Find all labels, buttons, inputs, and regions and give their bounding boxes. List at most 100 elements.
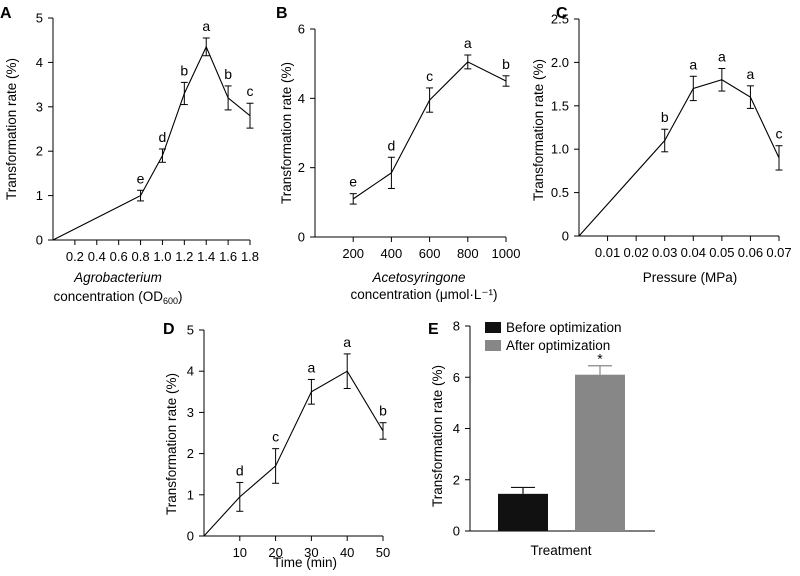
panel-e-legend-label: After optimization [506,338,610,353]
panel-a-x-tick-label: 0.2 [66,249,84,264]
panel-d-significance-letter: b [379,403,387,419]
panel-a-chart: A Transformation rate (%) Agrobacterium … [0,5,259,306]
panel-c-x-tick-label: 0.01 [595,245,620,260]
panel-a-x-tick-label: 1.0 [153,249,171,264]
panel-a-y-tick-label: 2 [36,144,43,159]
panel-d-y-tick-label: 1 [187,487,194,502]
panel-a-xlabel-line2: concentration (OD600) [53,289,182,306]
panel-c-xlabel: Pressure (MPa) [643,270,738,285]
panel-a-x-tick-label: 0.8 [132,249,150,264]
panel-c-letter: C [556,5,568,22]
panel-a-x-tick-label: 0.4 [88,249,106,264]
panel-a-xlabel-prefix: concentration (OD [53,289,163,304]
panel-e-y-tick-label: 2 [453,472,460,487]
panel-e-y-tick-label: 8 [453,319,460,334]
panel-c-significance-letter: b [661,109,669,125]
panel-d-x-tick-label: 50 [376,545,390,560]
panel-a-xlabel: Agrobacterium [73,270,162,285]
panel-d-y-tick-label: 5 [187,323,194,338]
panel-a-y-tick-label: 1 [36,188,43,203]
panel-c-y-tick-label: 1.0 [551,142,569,157]
panel-a-x-tick-label: 1.4 [197,249,215,264]
panel-d-ylabel: Transformation rate (%) [164,373,179,515]
panel-c-chart: C Transformation rate (%) Pressure (MPa)… [531,5,792,285]
panel-d-x-tick-label: 20 [268,545,282,560]
panel-c-significance-letter: a [718,48,726,64]
panel-c-ylabel: Transformation rate (%) [531,59,546,201]
panel-c-y-tick-label: 0.5 [551,185,569,200]
panel-b-significance-letter: c [426,68,433,84]
panel-c-significance-letter: a [747,66,755,82]
panel-b-y-tick-label: 0 [298,230,305,245]
panel-c-x-tick-label: 0.02 [623,245,648,260]
panel-d-x-tick-label: 10 [233,545,247,560]
panel-d-y-tick-label: 3 [187,405,194,420]
panel-b-xlabel: Acetosyringone [371,270,465,285]
panel-a-x-tick-label: 1.8 [241,249,259,264]
panel-a-y-tick-label: 5 [36,11,43,26]
panel-e-legend-swatch [485,340,501,351]
panel-e-y-tick-label: 0 [453,524,460,539]
panel-c-y-tick-label: 1.5 [551,98,569,113]
panel-d-xlabel: Time (min) [273,555,337,570]
panel-c-significance-letter: c [776,126,783,142]
panel-a-significance-letter: b [180,62,188,78]
panel-e-significance-asterisk: * [597,351,603,367]
panel-b-significance-letter: b [502,56,510,72]
panel-e-y-tick-label: 4 [453,421,460,436]
panel-b-significance-letter: d [388,137,396,153]
panel-d-y-tick-label: 0 [187,529,194,544]
panel-d-y-tick-label: 4 [187,364,194,379]
panel-e-legend-label: Before optimization [506,320,622,335]
panel-a-x-tick-label: 0.6 [110,249,128,264]
panel-b-x-tick-label: 800 [457,246,479,261]
panel-c-x-tick-label: 0.06 [738,245,763,260]
panel-b-x-tick-label: 200 [342,246,364,261]
panel-a-significance-letter: e [137,170,145,186]
panel-c-series-line [578,79,780,237]
panel-d-letter: D [163,321,175,338]
panel-a-y-tick-label: 3 [36,99,43,114]
panel-a-significance-letter: c [247,83,254,99]
panel-e-ylabel: Transformation rate (%) [430,365,445,507]
panel-c-y-tick-label: 0 [562,229,569,244]
panel-d-significance-letter: c [272,429,279,445]
panel-d-chart: D Transformation rate (%) Time (min) 0 1 2… [163,321,390,570]
panel-b-x-tick-label: 600 [419,246,441,261]
panel-a-xlabel-suffix: ) [178,289,183,304]
panel-b-x-tick-label: 400 [381,246,403,261]
panel-d-y-tick-label: 2 [187,446,194,461]
panel-a-significance-letter: a [202,18,210,34]
panel-d-significance-letter: a [308,359,316,375]
panel-e-chart: E Transformation rate (%) Treatment 0 2 4 6… [428,319,655,558]
panel-c-x-tick-label: 0.05 [709,245,734,260]
panel-b-significance-letter: e [349,174,357,190]
panel-a-xlabel-subscript: 600 [163,296,178,306]
panel-c-x-tick-label: 0.03 [652,245,677,260]
panel-a-y-tick-label: 4 [36,55,43,70]
panel-c-y-tick-label: 2.5 [551,12,569,27]
panel-a-series-line [52,45,251,241]
panel-e-xlabel: Treatment [530,543,591,558]
panel-a-significance-letter: d [159,129,167,145]
panel-a-significance-letter: b [224,66,232,82]
panel-d-x-tick-label: 30 [304,545,318,560]
panel-c-significance-letter: a [689,56,697,72]
panel-a-x-tick-label: 1.2 [175,249,193,264]
panel-a-letter: A [0,5,12,22]
panel-b-ylabel: Transformation rate (%) [279,62,294,204]
panel-a-ylabel: Transformation rate (%) [4,58,19,200]
panel-d-significance-letter: d [236,462,244,478]
panel-c-x-tick-label: 0.04 [681,245,706,260]
panel-b-y-tick-label: 4 [298,91,305,106]
panel-a-y-tick-label: 0 [36,233,43,248]
panel-b-x-tick-label: 1000 [492,246,521,261]
panel-e-legend-swatch [485,322,501,333]
panel-d-significance-letter: a [343,334,351,350]
panel-e-bar-before [498,493,548,531]
panel-d-x-tick-label: 40 [340,545,354,560]
panel-d-series-line [203,370,384,537]
panel-c-y-tick-label: 2.0 [551,55,569,70]
panel-b-y-tick-label: 6 [298,22,305,37]
